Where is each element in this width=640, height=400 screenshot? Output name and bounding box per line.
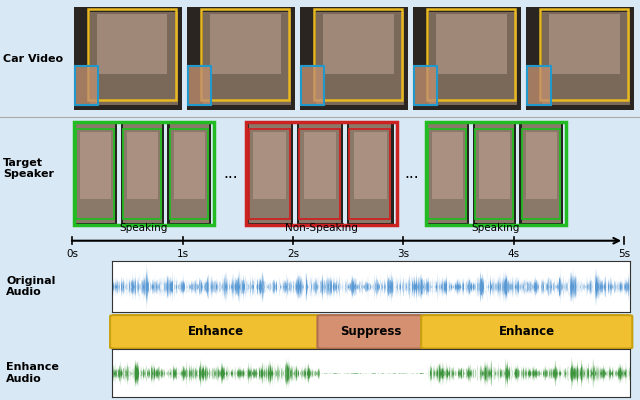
Bar xyxy=(75,66,99,105)
Bar xyxy=(170,124,209,222)
FancyBboxPatch shape xyxy=(110,315,321,348)
Bar xyxy=(123,129,161,220)
Bar xyxy=(74,122,214,225)
Text: Car Video: Car Video xyxy=(3,54,63,64)
Bar xyxy=(88,9,176,100)
Bar xyxy=(246,122,293,225)
Bar xyxy=(413,66,438,105)
Text: Enhance: Enhance xyxy=(499,325,555,338)
Text: 0s: 0s xyxy=(67,249,78,259)
Bar xyxy=(426,122,566,225)
Bar xyxy=(429,12,517,105)
Bar xyxy=(123,124,162,222)
Bar xyxy=(120,122,164,225)
Bar xyxy=(74,7,182,110)
Bar xyxy=(436,14,506,74)
Bar xyxy=(299,124,341,222)
Bar xyxy=(426,122,469,225)
Bar xyxy=(187,7,294,110)
Bar xyxy=(475,124,514,222)
Bar xyxy=(253,132,286,199)
Bar xyxy=(76,124,115,222)
Text: 5s: 5s xyxy=(618,249,630,259)
Bar xyxy=(75,66,99,105)
Bar xyxy=(301,66,324,105)
Bar xyxy=(472,122,516,225)
FancyBboxPatch shape xyxy=(421,315,632,348)
Bar xyxy=(522,129,560,220)
Text: Speaking: Speaking xyxy=(120,223,168,233)
FancyBboxPatch shape xyxy=(317,315,425,348)
Text: Enhance
Audio: Enhance Audio xyxy=(6,362,60,384)
Bar xyxy=(479,132,509,199)
Bar xyxy=(203,12,291,105)
Bar xyxy=(432,132,463,199)
Bar xyxy=(174,132,205,199)
Bar xyxy=(525,7,634,110)
Bar xyxy=(428,129,467,220)
Bar xyxy=(549,14,620,74)
Bar xyxy=(413,7,520,110)
Bar xyxy=(201,9,289,100)
Text: ...: ... xyxy=(223,166,237,181)
Text: 2s: 2s xyxy=(287,249,299,259)
Bar xyxy=(349,124,391,222)
Bar xyxy=(74,7,182,110)
Bar xyxy=(188,66,211,105)
Bar xyxy=(540,9,628,100)
Bar xyxy=(522,124,561,222)
Text: Original
Audio: Original Audio xyxy=(6,276,56,297)
Bar xyxy=(127,132,157,199)
Bar xyxy=(427,9,515,100)
Bar xyxy=(526,132,557,199)
Bar xyxy=(249,124,291,222)
Text: 1s: 1s xyxy=(177,249,189,259)
Bar xyxy=(90,12,179,105)
Bar xyxy=(354,132,387,199)
Bar xyxy=(76,129,115,220)
Bar xyxy=(168,122,211,225)
Bar xyxy=(527,66,550,105)
Bar xyxy=(527,66,550,105)
Bar xyxy=(188,66,211,105)
Bar xyxy=(74,122,117,225)
Bar xyxy=(349,129,390,220)
Bar xyxy=(525,7,634,110)
Bar xyxy=(301,66,324,105)
Bar xyxy=(296,122,344,225)
Bar xyxy=(428,124,467,222)
Bar xyxy=(413,66,438,105)
Bar xyxy=(300,7,408,110)
Bar xyxy=(413,7,520,110)
Text: Speaking: Speaking xyxy=(472,223,520,233)
Bar xyxy=(211,14,280,74)
Text: Non-Speaking: Non-Speaking xyxy=(285,223,358,233)
Bar xyxy=(246,122,397,225)
Bar xyxy=(300,7,408,110)
Bar xyxy=(347,122,394,225)
Bar xyxy=(187,7,294,110)
Bar xyxy=(475,129,513,220)
Bar xyxy=(80,132,111,199)
Bar xyxy=(303,132,337,199)
Text: Enhance: Enhance xyxy=(188,325,244,338)
Bar xyxy=(323,14,394,74)
Text: ...: ... xyxy=(404,166,419,181)
Bar xyxy=(97,14,168,74)
Bar xyxy=(249,129,290,220)
Bar xyxy=(520,122,563,225)
Text: 4s: 4s xyxy=(508,249,520,259)
Text: Suppress: Suppress xyxy=(340,325,402,338)
Bar xyxy=(299,129,340,220)
Bar xyxy=(170,129,208,220)
Bar xyxy=(542,12,630,105)
Bar xyxy=(314,9,402,100)
Text: 3s: 3s xyxy=(397,249,410,259)
Bar xyxy=(316,12,404,105)
Text: Target
Speaker: Target Speaker xyxy=(3,158,54,179)
